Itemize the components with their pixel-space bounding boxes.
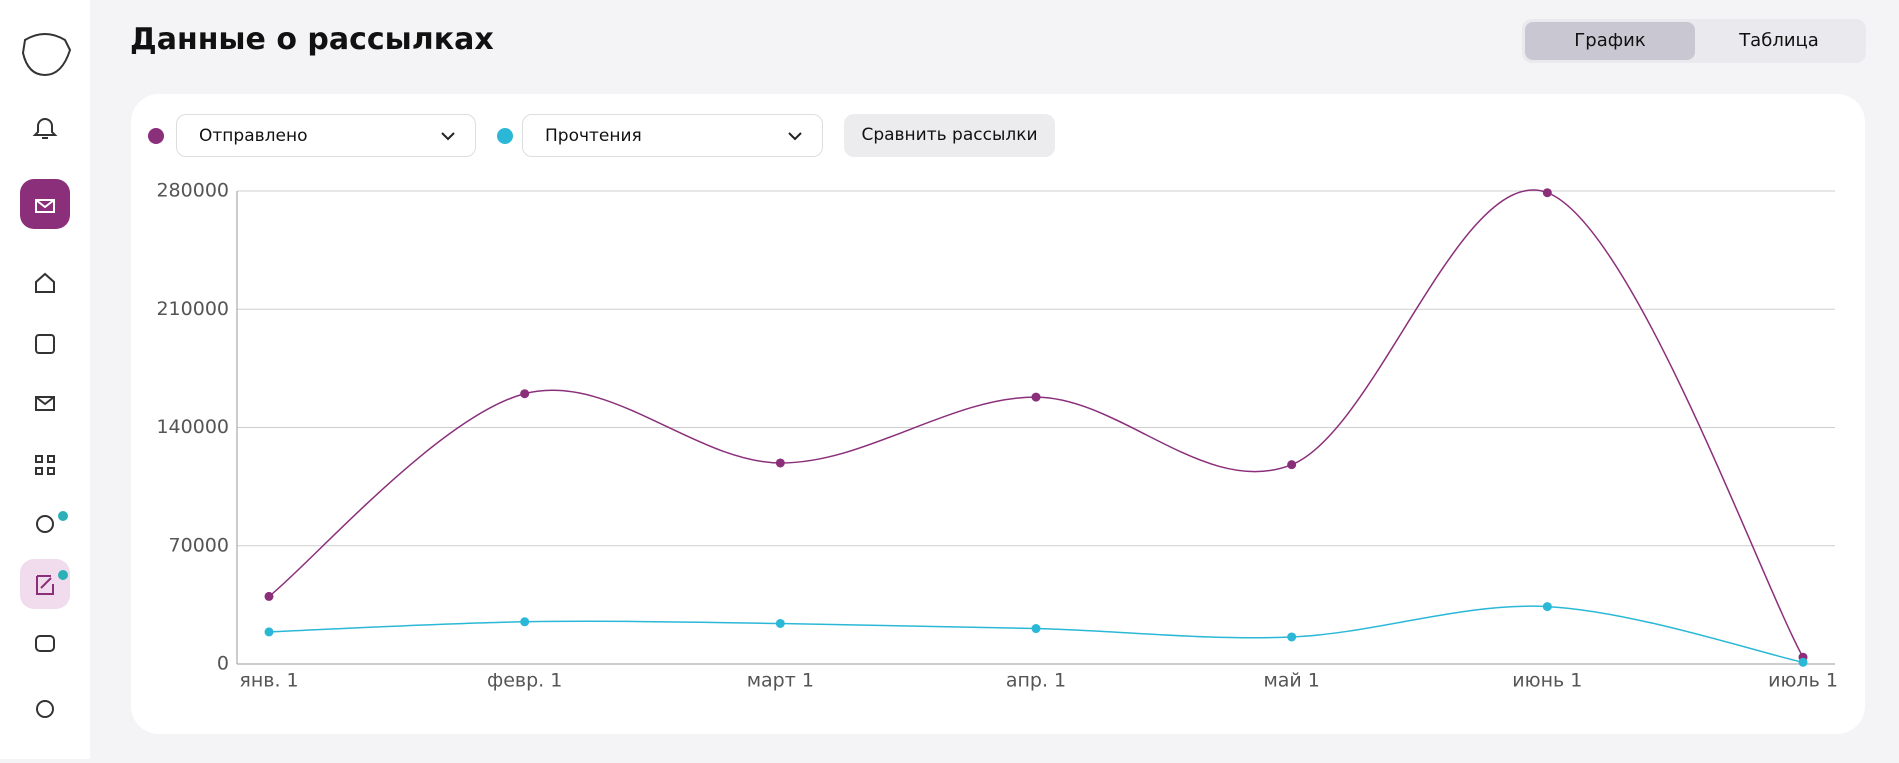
legend-dot: [497, 128, 513, 144]
sidebar-icons: [20, 33, 72, 718]
x-tick-label: февр. 1: [487, 670, 562, 692]
data-point: [1287, 460, 1297, 470]
toggle-table[interactable]: Таблица: [1739, 30, 1819, 51]
x-tick-label: июль 1: [1768, 670, 1838, 692]
data-point: [775, 458, 785, 468]
settings-icon[interactable]: [36, 700, 54, 718]
legend-label: Отправлено: [199, 126, 308, 146]
bell-icon[interactable]: [32, 118, 58, 139]
data-point: [1031, 392, 1041, 402]
y-tick-label: 210000: [156, 298, 229, 320]
series-select[interactable]: Отправлено: [176, 114, 476, 157]
sidebar: [0, 0, 90, 759]
y-tick-label: 280000: [156, 180, 229, 202]
data-point: [520, 617, 530, 627]
mailing-glyph: [35, 199, 55, 213]
data-point: [520, 389, 530, 399]
y-tick-label: 70000: [169, 534, 229, 556]
badge: [58, 511, 68, 521]
data-point: [1542, 602, 1552, 612]
view-toggle: График Таблица: [1522, 19, 1866, 63]
x-tick-label: янв. 1: [239, 670, 298, 692]
series-line: [268, 605, 1804, 664]
integrations-icon[interactable]: [36, 515, 54, 533]
series-select[interactable]: Прочтения: [522, 114, 823, 157]
chat-icon[interactable]: [35, 635, 55, 652]
compare-button[interactable]: Сравнить рассылки: [844, 114, 1055, 157]
x-tick-label: апр. 1: [1006, 670, 1066, 692]
automation-icon[interactable]: [35, 455, 55, 475]
data-point: [1287, 632, 1297, 642]
page-title: Данные о рассылках: [130, 22, 494, 57]
data-point: [1031, 624, 1041, 634]
data-point: [1542, 188, 1552, 198]
chart: 0 70000 140000 210000 280000 янв. 1 февр. 1 мар…: [156, 180, 1838, 692]
x-tick-label: май 1: [1263, 670, 1319, 692]
data-point: [264, 627, 274, 637]
legend-dot: [148, 128, 164, 144]
data-point: [775, 618, 785, 628]
legend-label: Прочтения: [545, 126, 642, 146]
contacts-icon[interactable]: [35, 334, 55, 354]
data-point: [264, 591, 274, 601]
home-icon[interactable]: [35, 272, 55, 293]
chevron: [441, 132, 455, 141]
chevron: [788, 132, 802, 141]
logo: [21, 33, 72, 77]
series-line: [268, 189, 1804, 658]
mailing-icon-active[interactable]: [20, 179, 70, 229]
x-tick-label: июнь 1: [1512, 670, 1582, 692]
x-tick-label: март 1: [747, 670, 814, 692]
analytics-icon: [36, 575, 54, 595]
y-tick-label: 140000: [156, 416, 229, 438]
mail-icon[interactable]: [35, 396, 55, 411]
toggle-chart[interactable]: График: [1525, 22, 1695, 60]
y-tick-label: 0: [217, 653, 229, 675]
data-point: [1798, 657, 1808, 667]
badge: [58, 570, 68, 580]
